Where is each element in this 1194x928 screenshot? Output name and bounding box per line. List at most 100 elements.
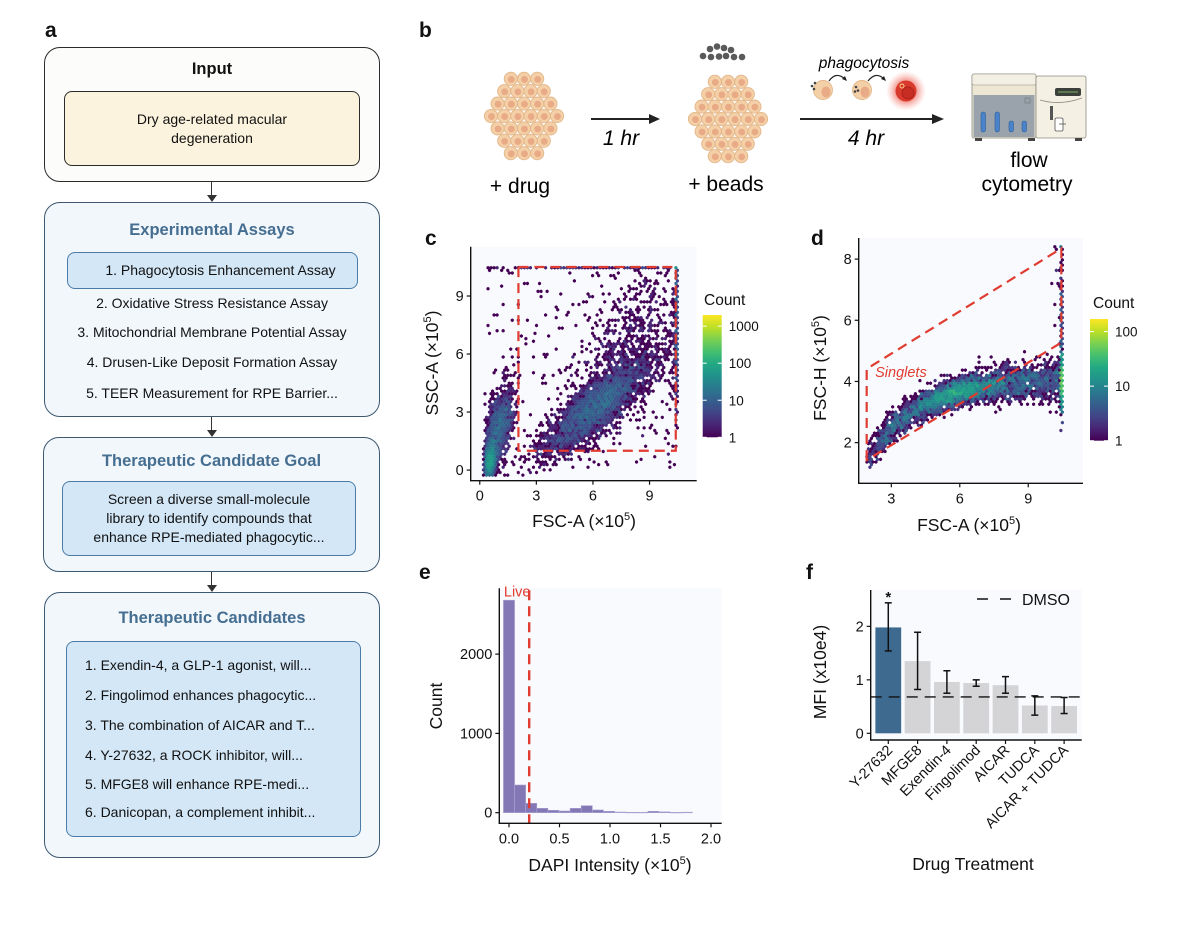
- hex-bin: [569, 447, 573, 451]
- hex-bin: [537, 465, 542, 470]
- hex-bin: [669, 352, 673, 357]
- hex-bin: [871, 449, 875, 454]
- hex-bin: [891, 426, 895, 430]
- hex-bin: [540, 454, 545, 459]
- hex-bin: [597, 415, 601, 420]
- hex-bin: [901, 402, 905, 407]
- assay-item[interactable]: 2. Oxidative Stress Resistance Assay: [96, 295, 328, 311]
- gate-polygon[interactable]: [865, 246, 1063, 463]
- hex-bin: [622, 365, 626, 370]
- hex-bin: [644, 365, 648, 370]
- hex-bin: [928, 412, 933, 417]
- hex-bin: [584, 347, 589, 351]
- hex-bin: [889, 433, 893, 438]
- candidate-item[interactable]: 2. Fingolimod enhances phagocytic...: [85, 687, 317, 703]
- candidate-item[interactable]: 6. Danicopan, a complement inhibit...: [85, 804, 316, 820]
- candidate-item[interactable]: 4. Y-27632, a ROCK inhibitor, will...: [85, 747, 303, 763]
- hex-bin: [500, 284, 504, 288]
- hex-bin: [563, 368, 567, 372]
- hex-bin: [898, 428, 902, 433]
- hex-bin: [994, 384, 998, 388]
- hex-bin: [1027, 389, 1031, 393]
- hex-bin: [921, 415, 925, 420]
- hex-bin: [604, 355, 608, 359]
- hex-bin: [504, 439, 508, 443]
- hex-bin: [1048, 378, 1052, 383]
- hex-bin: [565, 365, 569, 370]
- hex-bin: [656, 265, 660, 270]
- hex-bin: [501, 355, 505, 359]
- hex-bin: [610, 349, 614, 354]
- hex-bin: [498, 402, 502, 407]
- hex-bin: [504, 449, 508, 454]
- hex-bin: [912, 399, 916, 404]
- hex-bin: [647, 339, 651, 344]
- hex-bin: [554, 426, 558, 430]
- hex-bin: [607, 381, 611, 386]
- hex-bin: [609, 273, 613, 278]
- hex-bin: [916, 418, 920, 422]
- assay-item[interactable]: 5. TEER Measurement for RPE Barrier...: [86, 385, 338, 401]
- hex-bin: [671, 334, 675, 338]
- hex-bin: [612, 373, 616, 378]
- hex-bin: [601, 397, 605, 401]
- hex-bin: [665, 402, 669, 407]
- hex-bin: [630, 378, 634, 383]
- candidate-item[interactable]: 5. MFGE8 will enhance RPE-medi...: [85, 776, 310, 792]
- hex-bin: [556, 386, 560, 391]
- hex-bin: [1000, 363, 1004, 367]
- hex-bin: [642, 373, 646, 378]
- histogram-bar: [525, 803, 538, 813]
- hex-bin: [665, 349, 669, 354]
- assay-item[interactable]: 3. Mitochondrial Membrane Potential Assa…: [77, 324, 347, 340]
- hex-bin: [954, 378, 958, 383]
- hex-bin: [883, 449, 887, 454]
- hex-bin: [674, 407, 678, 412]
- hex-bin: [1021, 378, 1025, 383]
- assay-item[interactable]: 4. Drusen-Like Deposit Formation Assay: [86, 354, 338, 370]
- hex-bin: [510, 460, 514, 464]
- candidate-item[interactable]: 3. The combination of AICAR and T...: [85, 717, 315, 733]
- hex-bin: [522, 428, 526, 433]
- assay-item-selected[interactable]: 1. Phagocytosis Enhancement Assay: [67, 252, 358, 289]
- hex-bin: [597, 420, 601, 425]
- hex-bin: [495, 402, 499, 407]
- hex-bin: [915, 394, 919, 399]
- hex-bin: [486, 454, 490, 459]
- hex-bin: [501, 444, 505, 449]
- bar[interactable]: [963, 683, 990, 734]
- hex-bin: [513, 454, 517, 459]
- hex-bin: [600, 426, 604, 430]
- hex-bin: [498, 439, 502, 443]
- hex-bin: [988, 399, 992, 404]
- hex-bin: [1000, 394, 1004, 399]
- hex-bin: [1053, 376, 1057, 380]
- hex-bin: [586, 439, 590, 443]
- gate-rectangle[interactable]: [517, 265, 677, 452]
- hex-bin: [1035, 381, 1039, 386]
- hex-bin: [654, 352, 658, 357]
- hex-bin: [595, 365, 599, 370]
- hex-bin: [610, 407, 614, 412]
- hex-bin: [669, 310, 673, 315]
- hex-bin: [900, 415, 904, 420]
- candidate-item[interactable]: 1. Exendin-4, a GLP-1 agonist, will...: [85, 657, 312, 673]
- hex-bin: [621, 315, 625, 320]
- hex-bin: [1004, 370, 1008, 375]
- hex-bin: [1019, 397, 1024, 401]
- hex-bin: [875, 436, 880, 441]
- hex-bin: [490, 462, 495, 467]
- hex-bin: [575, 420, 579, 425]
- hex-bin: [1018, 384, 1022, 388]
- hex-bin: [492, 265, 496, 270]
- hex-bin: [531, 370, 536, 375]
- hex-bin: [1041, 381, 1045, 386]
- hex-bin: [935, 412, 939, 417]
- hex-bin: [895, 428, 899, 433]
- hex-bin: [1035, 391, 1039, 396]
- hex-bin: [565, 402, 569, 407]
- y-tick-label: 0: [856, 726, 864, 742]
- hex-bin: [501, 376, 505, 380]
- hex-bin: [527, 468, 531, 472]
- hex-bin: [904, 407, 908, 412]
